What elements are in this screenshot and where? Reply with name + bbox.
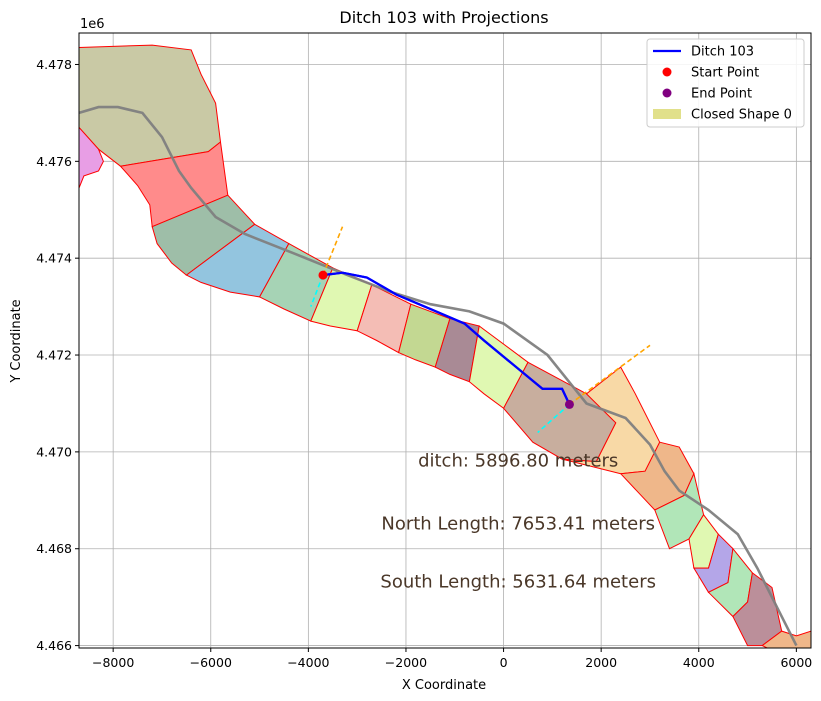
north-projection-end — [568, 344, 651, 406]
legend-patch-swatch — [653, 109, 681, 119]
ditch-line-top — [322, 271, 571, 405]
legend-dot-swatch — [662, 88, 672, 98]
plot-area: ditch: 5896.80 meters North Length: 7653.… — [79, 33, 811, 648]
annotation-text: ditch: 5896.80 meters — [418, 450, 618, 471]
closed-shape-polygon — [79, 126, 104, 189]
x-tick-label: −6000 — [190, 655, 232, 670]
annotation-text: North Length: 7653.41 meters — [381, 513, 655, 534]
chart-title: Ditch 103 with Projections — [339, 8, 548, 27]
legend-label: Closed Shape 0 — [691, 108, 792, 123]
x-axis-label: X Coordinate — [402, 678, 486, 693]
legend-label: End Point — [691, 87, 752, 102]
end-point-marker — [564, 399, 574, 409]
centerline — [79, 105, 798, 647]
annotation-text: South Length: 5631.64 meters — [380, 571, 656, 592]
south-projection-start — [310, 274, 324, 307]
x-tick-label: −8000 — [92, 655, 134, 670]
y-tick-label: 4.472 — [36, 348, 72, 363]
start-point-marker — [318, 270, 328, 280]
y-tick-label: 4.478 — [36, 57, 72, 72]
closed-shape-polygon — [761, 630, 811, 648]
x-tick-label: 2000 — [585, 655, 617, 670]
legend: Ditch 103 Start Point End Point Closed Shap… — [646, 38, 805, 128]
y-tick-label: 4.468 — [36, 541, 72, 556]
y-tick-label: 4.470 — [36, 444, 72, 459]
y-tick-label: 4.466 — [36, 638, 72, 653]
plot-frame — [78, 32, 812, 649]
x-tick-label: 0 — [500, 655, 508, 670]
legend-label: Start Point — [691, 66, 759, 81]
south-projection-end — [537, 403, 570, 434]
north-projection-start — [322, 226, 344, 276]
closed-shape-polygon — [79, 44, 222, 167]
legend-box — [646, 38, 805, 128]
y-tick-label: 4.476 — [36, 154, 72, 169]
closed-shape-polygon — [561, 366, 661, 475]
x-tick-label: 6000 — [780, 655, 812, 670]
legend-dot-swatch — [662, 67, 672, 77]
x-tick-label: −2000 — [385, 655, 427, 670]
x-tick-label: −4000 — [287, 655, 329, 670]
y-offset-label: 1e6 — [80, 17, 105, 32]
y-axis-label: Y Coordinate — [9, 299, 24, 383]
x-tick-label: 4000 — [683, 655, 715, 670]
y-tick-label: 4.474 — [36, 251, 72, 266]
legend-label: Ditch 103 — [691, 45, 754, 60]
